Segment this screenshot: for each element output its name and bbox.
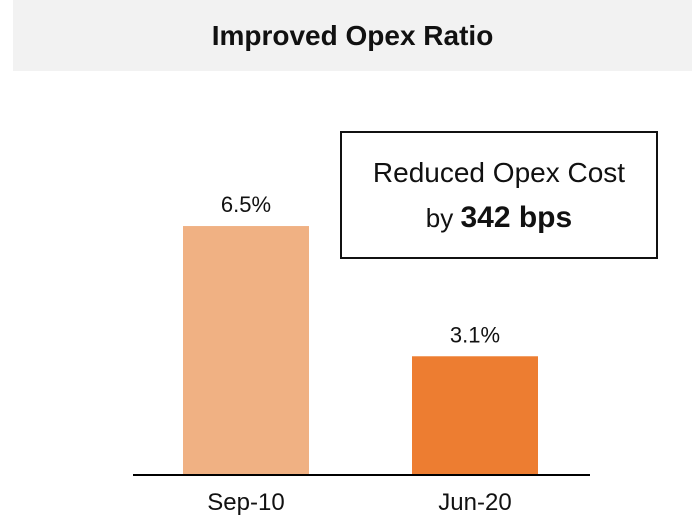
callout-line1: Reduced Opex Cost xyxy=(372,157,626,188)
data-label-sep-10: 6.5% xyxy=(221,192,271,217)
x-tick-label-jun-20: Jun-20 xyxy=(438,489,511,516)
callout-prefix: by xyxy=(425,203,461,233)
bar-jun-20 xyxy=(412,356,538,475)
title-band: Improved Opex Ratio xyxy=(13,0,692,71)
x-tick-label-sep-10: Sep-10 xyxy=(207,489,284,516)
chart-title: Improved Opex Ratio xyxy=(211,20,494,51)
data-label-jun-20: 3.1% xyxy=(450,322,500,347)
callout-box: Reduced Opex Cost by 342 bps xyxy=(340,131,658,259)
bar-sep-10 xyxy=(183,226,309,475)
callout-highlight: 342 bps xyxy=(460,201,573,234)
callout-line2: by 342 bps xyxy=(342,201,656,235)
